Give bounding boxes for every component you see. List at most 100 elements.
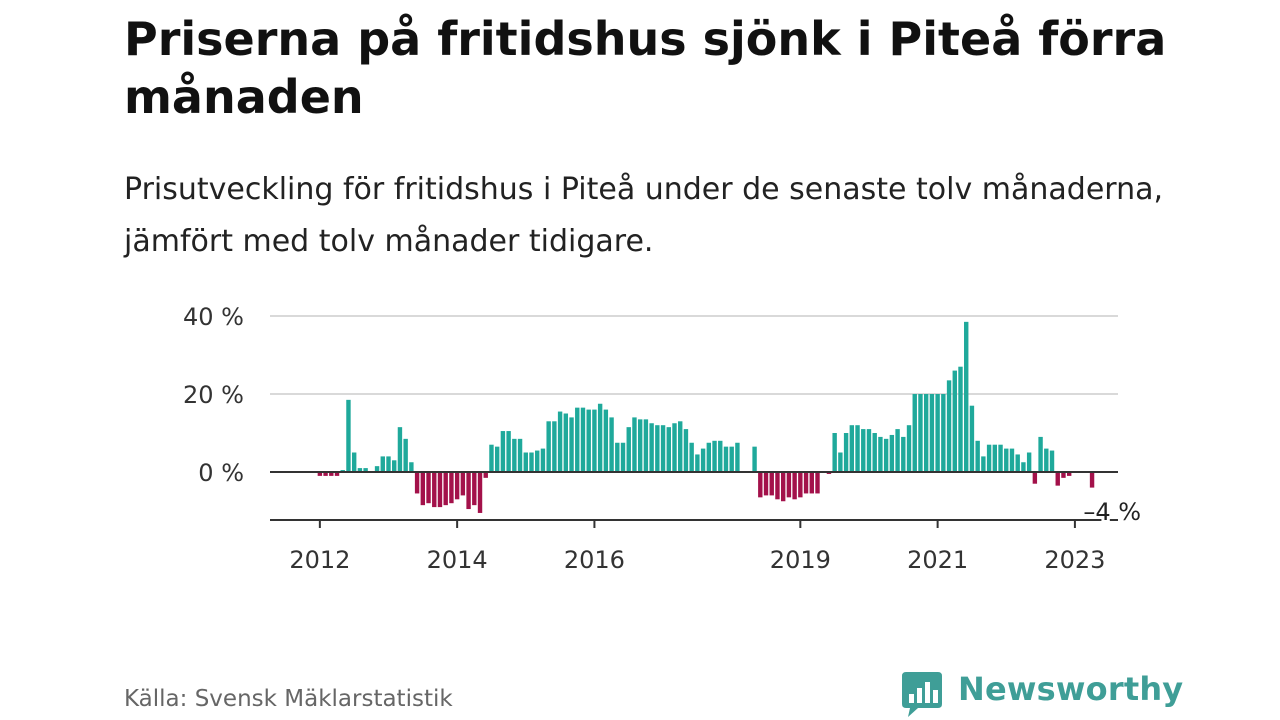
- bar: [969, 405, 975, 472]
- bar: [620, 442, 626, 472]
- bar: [678, 421, 683, 472]
- bar: [895, 429, 900, 472]
- bar: [552, 421, 557, 472]
- bar: [683, 429, 689, 472]
- bar: [786, 472, 792, 498]
- bar: [998, 444, 1003, 472]
- bar: [592, 409, 597, 472]
- x-tick-label: 2023: [1044, 546, 1105, 574]
- bar: [792, 472, 797, 500]
- bar: [923, 394, 929, 472]
- bar: [443, 472, 448, 506]
- bar: [723, 446, 729, 472]
- bar: [523, 452, 528, 472]
- bar: [838, 452, 843, 472]
- bar: [689, 442, 694, 472]
- bar: [918, 394, 923, 472]
- bar: [809, 472, 814, 494]
- y-tick-label: 0 %: [198, 459, 244, 487]
- bar: [712, 440, 717, 472]
- bar: [964, 321, 969, 472]
- bar: [437, 472, 443, 508]
- bar: [380, 456, 385, 472]
- bar: [672, 423, 677, 472]
- bar: [1021, 462, 1026, 472]
- bars: [317, 321, 1095, 513]
- bar: [866, 429, 872, 472]
- bar: [1044, 448, 1049, 472]
- bar: [586, 409, 591, 472]
- bar: [500, 431, 506, 472]
- bar: [912, 394, 917, 472]
- bar: [815, 472, 820, 494]
- bar: [718, 440, 723, 472]
- bar: [546, 421, 551, 472]
- bar: [861, 429, 866, 472]
- bar: [414, 472, 420, 494]
- bar: [889, 434, 895, 472]
- bar: [363, 468, 368, 472]
- bar: [575, 407, 580, 472]
- bar: [409, 462, 414, 472]
- bar: [1089, 472, 1095, 488]
- bar: [346, 399, 351, 472]
- bar: [1009, 448, 1015, 472]
- chart-title: Priserna på fritidshus sjönk i Piteå för…: [124, 12, 1167, 124]
- bar: [946, 380, 952, 472]
- bar: [494, 446, 500, 472]
- bar: [666, 427, 671, 472]
- gridlines: [270, 315, 1118, 395]
- bar: [517, 438, 523, 472]
- bar: [803, 472, 809, 494]
- bar: [529, 452, 534, 472]
- bar: [449, 472, 454, 504]
- bar: [849, 425, 855, 472]
- bar: [512, 438, 517, 472]
- bar: [901, 436, 906, 472]
- newsworthy-logo-icon: [902, 672, 942, 717]
- tick-labels: 40 % 20 % 0 % 2012 2014 2016 2019 2021 2023 –4 %: [183, 303, 1144, 574]
- bar: [1004, 448, 1009, 472]
- bar: [386, 456, 391, 472]
- bar: [763, 472, 769, 496]
- y-tick-label: 20 %: [183, 381, 244, 409]
- bar: [975, 440, 980, 472]
- bar: [597, 403, 603, 472]
- bar: [557, 411, 563, 472]
- bar: [477, 472, 483, 513]
- bar: [660, 425, 666, 472]
- bar: [1015, 454, 1020, 472]
- bar: [643, 419, 649, 472]
- bar: [695, 454, 700, 472]
- bar: [426, 472, 431, 504]
- x-tick-label: 2019: [770, 546, 831, 574]
- bar: [929, 394, 935, 472]
- bar: [432, 472, 437, 508]
- bar: [855, 425, 860, 472]
- bar: [1066, 472, 1072, 476]
- bar: [569, 417, 574, 472]
- bar: [460, 472, 466, 496]
- bar: [706, 442, 712, 472]
- bar: [466, 472, 471, 510]
- last-value-annotation: –4 %: [1083, 498, 1141, 526]
- bar: [655, 425, 660, 472]
- bar: [351, 452, 357, 472]
- bar-chart: 40 % 20 % 0 % 2012 2014 2016 2019 2021 2023 –4 %: [183, 303, 1144, 574]
- bar: [952, 370, 957, 472]
- bar: [454, 472, 460, 500]
- bar: [632, 417, 637, 472]
- bar: [758, 472, 763, 498]
- axes: [270, 471, 1118, 528]
- bar: [506, 431, 511, 472]
- bar: [615, 442, 620, 472]
- bar: [872, 433, 877, 472]
- bar: [775, 472, 780, 500]
- bar: [540, 448, 546, 472]
- bar: [609, 417, 614, 472]
- bar: [626, 427, 631, 472]
- bar: [392, 460, 397, 472]
- bar: [986, 444, 992, 472]
- bar: [958, 366, 963, 472]
- bar: [374, 466, 380, 472]
